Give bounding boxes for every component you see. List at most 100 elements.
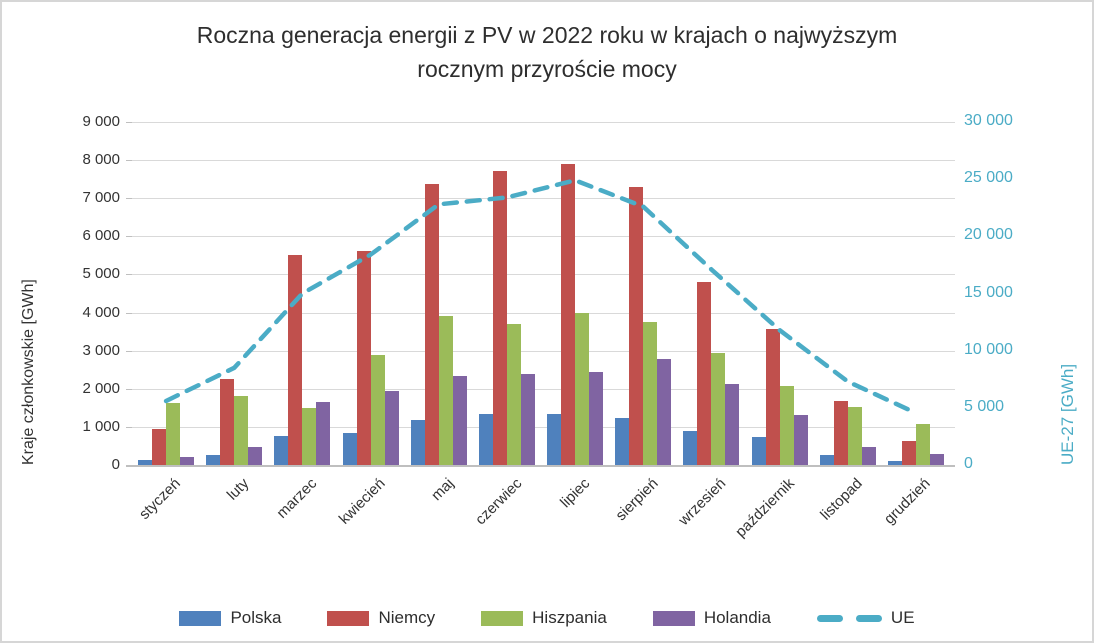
legend-swatch-hiszpania [481, 610, 524, 626]
gridline [132, 312, 955, 314]
bar-niemcy-maj [424, 184, 439, 465]
x-axis-label: sierpień [612, 475, 662, 525]
left-axis-tick-label: 2 000 [82, 379, 120, 397]
right-axis-tick-label: 5 000 [964, 397, 1005, 415]
x-axis-line [126, 465, 955, 467]
left-axis-tick [126, 236, 132, 238]
right-axis-tick-label: 30 000 [964, 112, 1013, 129]
bar-polska-styczeń [138, 460, 153, 465]
bar-holandia-październik [793, 415, 808, 465]
bar-niemcy-listopad [833, 400, 848, 465]
left-axis-tick [126, 160, 132, 162]
x-axis-label: styczeń [136, 475, 185, 523]
bar-holandia-wrzesień [725, 383, 740, 465]
bar-polska-sierpień [615, 418, 630, 465]
gridline [132, 236, 955, 238]
legend-item-ue: UE [816, 608, 915, 628]
bar-hiszpania-listopad [847, 406, 862, 465]
bar-niemcy-październik [765, 329, 780, 465]
bar-polska-maj [410, 420, 425, 465]
bar-holandia-styczeń [180, 456, 195, 465]
right-axis-tick-label: 10 000 [964, 340, 1013, 358]
left-axis-tick-label: 9 000 [82, 113, 120, 130]
bar-hiszpania-maj [438, 316, 453, 465]
left-axis-tick [126, 274, 132, 276]
legend-swatch-holandia [652, 610, 695, 626]
x-axis-label: lipiec [556, 475, 594, 512]
gridline [132, 160, 955, 162]
bar-polska-listopad [819, 454, 834, 465]
bar-niemcy-marzec [288, 255, 303, 465]
x-axis-label: wrzesień [675, 475, 730, 529]
bar-polska-marzec [274, 435, 289, 465]
legend-label: Polska [230, 608, 282, 627]
bar-hiszpania-październik [779, 385, 794, 465]
bar-niemcy-kwiecień [356, 250, 371, 465]
chart-title: Roczna generacja energii z PV w 2022 rok… [2, 18, 1092, 86]
right-axis-tick-label: 0 [964, 455, 973, 472]
bar-hiszpania-grudzień [915, 424, 930, 465]
left-axis-tick-label: 1 000 [82, 417, 120, 435]
bar-holandia-czerwiec [520, 374, 535, 465]
bar-holandia-maj [452, 376, 467, 465]
chart-title-line-2: rocznym przyroście mocy [417, 56, 677, 82]
legend-label: Holandia [703, 608, 771, 627]
left-axis-tick [126, 312, 132, 314]
legend-item-holandia: Holandia [652, 608, 771, 628]
x-axis-label: marzec [273, 475, 321, 522]
gridline [132, 426, 955, 428]
legend-label: Niemcy [378, 608, 436, 627]
x-axis-label: listopad [817, 475, 866, 524]
x-axis-label: październik [731, 475, 798, 541]
left-axis-tick-label: 7 000 [82, 189, 120, 207]
bar-holandia-marzec [316, 402, 331, 465]
bar-holandia-sierpień [657, 358, 672, 465]
legend-item-hiszpania: Hiszpania [481, 608, 607, 628]
x-axis-label: czerwiec [471, 475, 525, 529]
left-axis-tick-label: 3 000 [82, 341, 120, 359]
gridline [132, 198, 955, 200]
bar-polska-październik [751, 437, 766, 465]
bar-polska-lipiec [547, 414, 562, 465]
left-axis-tick-label: 0 [111, 456, 120, 473]
bar-niemcy-sierpień [629, 187, 644, 465]
bar-niemcy-wrzesień [697, 282, 712, 465]
bar-holandia-kwiecień [384, 391, 399, 465]
chart-legend: Polska Niemcy Hiszpania Holandia UE [2, 608, 1092, 628]
left-axis-tick [126, 388, 132, 390]
bar-hiszpania-styczeń [166, 402, 181, 465]
legend-dash [816, 614, 843, 622]
bar-hiszpania-marzec [302, 407, 317, 465]
left-axis-title: Kraje członkowskie [GWh] [20, 279, 37, 465]
left-axis-tick [126, 350, 132, 352]
legend-item-niemcy: Niemcy [327, 608, 435, 628]
legend-label: Hiszpania [532, 608, 607, 627]
right-axis-tick-label: 20 000 [964, 226, 1013, 244]
bar-holandia-luty [248, 447, 263, 465]
left-axis-tick [126, 198, 132, 200]
legend-swatch-polska [179, 610, 222, 626]
gridline [132, 350, 955, 352]
legend-swatch-niemcy [327, 610, 370, 626]
x-axis-label: luty [223, 475, 253, 504]
bar-holandia-listopad [861, 447, 876, 465]
bar-niemcy-lipiec [561, 163, 576, 465]
gridline [132, 274, 955, 276]
legend-label: UE [890, 608, 915, 627]
left-axis-tick-label: 4 000 [82, 303, 120, 321]
right-axis-tick-label: 25 000 [964, 169, 1013, 187]
gridline [132, 388, 955, 390]
bar-niemcy-czerwiec [492, 170, 507, 465]
bar-hiszpania-luty [234, 395, 249, 465]
bar-niemcy-styczeń [152, 428, 167, 465]
bar-niemcy-grudzień [901, 441, 916, 465]
bar-holandia-lipiec [589, 372, 604, 465]
gridline [132, 122, 955, 123]
bar-hiszpania-wrzesień [711, 353, 726, 465]
legend-dash [855, 614, 882, 622]
x-axis-label: kwiecień [335, 475, 389, 528]
chart-title-line-1: Roczna generacja energii z PV w 2022 rok… [196, 22, 898, 48]
bar-polska-czerwiec [478, 414, 493, 465]
right-axis-title: UE-27 [GWh] [1058, 363, 1077, 465]
